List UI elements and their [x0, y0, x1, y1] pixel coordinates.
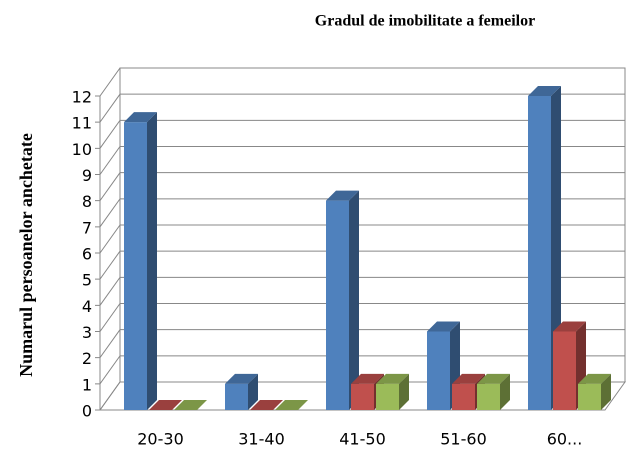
grid-line [95, 119, 625, 149]
bar-top [225, 373, 258, 384]
bar-front [528, 96, 551, 410]
bar-front [326, 200, 349, 410]
bar [124, 112, 157, 411]
bar [326, 190, 359, 410]
bar-top [376, 373, 409, 384]
bar-front [124, 122, 147, 411]
bar-side [399, 373, 409, 410]
bar-side [500, 373, 510, 410]
bar-top [351, 373, 384, 384]
x-tick-label: 20-30 [137, 430, 184, 449]
bar [578, 373, 611, 410]
y-tick-label: 6 [82, 245, 92, 264]
bar-top [149, 400, 182, 410]
bar-front [351, 383, 374, 410]
bar-side [147, 112, 157, 411]
x-tick-label: 41-50 [339, 430, 386, 449]
bar [477, 373, 510, 410]
bar-top [124, 112, 157, 123]
y-axis-label: Numarul persoanelor anchetate [16, 133, 36, 377]
bar-front [225, 383, 248, 410]
bar-front [578, 383, 601, 410]
bar-top [326, 190, 359, 201]
grid-line [95, 276, 625, 306]
bar-top [174, 400, 207, 410]
y-tick-label: 5 [82, 271, 92, 290]
grid-line [95, 67, 625, 97]
bar [174, 400, 207, 410]
bar-side [601, 373, 611, 410]
bar-front [427, 331, 450, 410]
x-tick-label: 31-40 [238, 430, 285, 449]
y-tick-label: 9 [82, 166, 92, 185]
bar-front [553, 331, 576, 410]
bar-top [528, 86, 561, 96]
bar-top [578, 373, 611, 384]
bar-side [248, 373, 258, 410]
grid-line [95, 329, 625, 359]
y-tick-label: 7 [82, 218, 92, 237]
bar [376, 373, 409, 410]
y-tick-label: 0 [82, 402, 92, 421]
y-tick-label: 2 [82, 349, 92, 368]
x-tick-label: 51-60 [440, 430, 487, 449]
bar [225, 373, 258, 410]
bar-top [452, 373, 485, 384]
bar [149, 400, 182, 410]
y-tick-label: 3 [82, 323, 92, 342]
grid-line [95, 224, 625, 254]
bar-front [452, 383, 475, 410]
bar-front [376, 383, 399, 410]
bar [250, 400, 283, 410]
bar-side [349, 190, 359, 410]
y-tick-label: 11 [72, 114, 92, 133]
grid-line [95, 303, 625, 332]
bar-front [477, 383, 500, 410]
x-tick-label: 60... [547, 430, 583, 449]
grid-line [95, 172, 625, 202]
grid-line [95, 198, 625, 228]
y-tick-label: 10 [72, 140, 92, 159]
bar-top [250, 400, 283, 410]
y-tick-label: 12 [72, 88, 92, 107]
bar-top [553, 321, 586, 332]
y-tick-label: 4 [82, 297, 92, 316]
chart-title: Gradul de imobilitate a femeilor [315, 13, 535, 30]
bar-top [427, 321, 460, 332]
grid-line [95, 250, 625, 280]
bar [275, 400, 308, 410]
grid-line [95, 355, 625, 385]
grid-line [95, 146, 625, 175]
y-tick-label: 8 [82, 192, 92, 211]
bar-top [275, 400, 308, 410]
grid-line [95, 93, 625, 123]
bar-top [477, 373, 510, 384]
y-tick-label: 1 [82, 375, 92, 394]
